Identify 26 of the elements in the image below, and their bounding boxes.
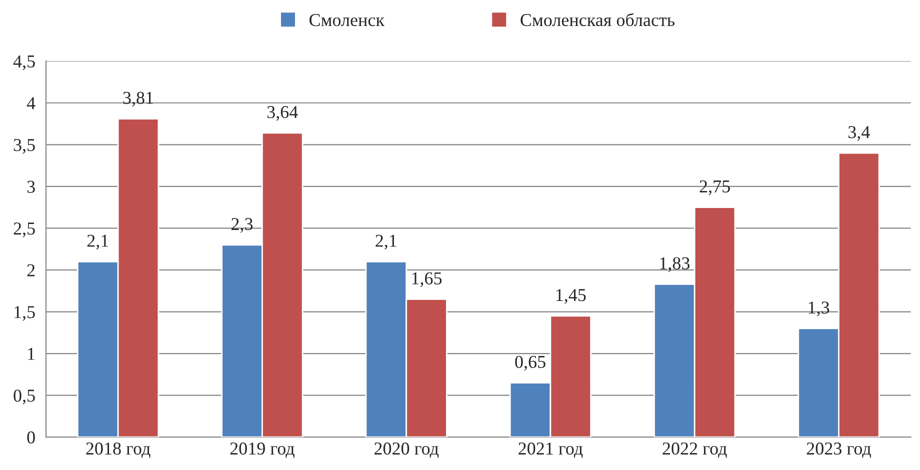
y-tick-label: 3,5 bbox=[14, 138, 35, 154]
legend-label: Смоленск bbox=[310, 14, 385, 26]
y-tick-label: 4 bbox=[26, 97, 36, 110]
y-tick-label: 1 bbox=[28, 348, 34, 360]
y-tick-label: 2,5 bbox=[14, 222, 35, 238]
data-label: 2,1 bbox=[376, 234, 396, 250]
y-tick-label: 3 bbox=[27, 180, 35, 193]
x-tick-label: 2023 год bbox=[806, 442, 871, 458]
data-label: 3,64 bbox=[267, 106, 298, 121]
data-label: 3,4 bbox=[848, 126, 870, 141]
x-tick-label: 2018 год bbox=[86, 442, 150, 458]
y-tick-label: 2 bbox=[27, 264, 35, 276]
x-tick-label: 2021 год bbox=[518, 442, 583, 458]
y-tick-label: 1,5 bbox=[14, 306, 35, 321]
data-label: 1,83 bbox=[660, 257, 690, 272]
y-tick-label: 0 bbox=[27, 431, 35, 444]
data-label: 2,1 bbox=[87, 234, 108, 250]
data-label: 1,45 bbox=[556, 289, 586, 304]
x-tick-label: 2022 год bbox=[662, 442, 727, 458]
y-tick-label: 4,5 bbox=[13, 55, 35, 70]
y-tick-label: 0,5 bbox=[14, 390, 35, 404]
x-tick-label: 2019 год bbox=[230, 442, 294, 458]
data-label: 1,65 bbox=[412, 272, 442, 288]
x-tick-label: 2020 год bbox=[374, 442, 439, 458]
legend-label: Смоленская область bbox=[520, 13, 675, 26]
data-label: 0,65 bbox=[515, 356, 546, 371]
